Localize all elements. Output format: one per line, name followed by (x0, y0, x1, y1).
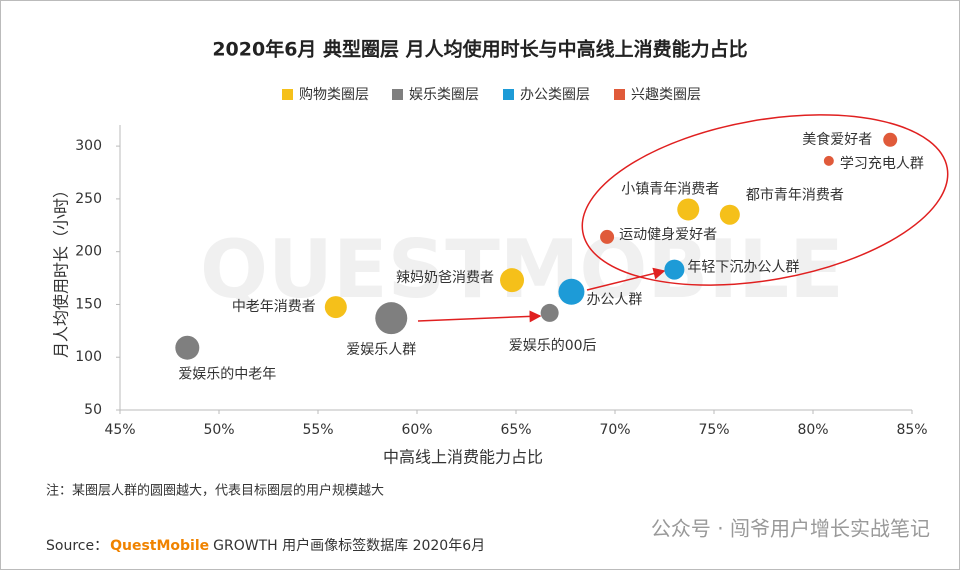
x-tick-label: 80% (797, 422, 828, 438)
highlight-ellipse (581, 114, 949, 286)
x-axis-label: 中高线上消费能力占比 (383, 448, 543, 467)
y-tick-label: 50 (84, 402, 102, 418)
point-label: 爱娱乐的00后 (509, 338, 597, 354)
source-prefix: Source： (46, 538, 108, 554)
note: 注：某圈层人群的圆圈越大，代表目标圈层的用户规模越大 (46, 483, 384, 499)
legend-label: 娱乐类圈层 (409, 87, 479, 103)
point-label: 爱娱乐的中老年 (178, 367, 276, 383)
legend-swatch (392, 89, 403, 100)
x-tick-label: 70% (599, 422, 630, 438)
point-label: 中老年消费者 (232, 299, 316, 315)
bubble (558, 278, 585, 305)
x-tick-label: 50% (203, 422, 234, 438)
y-tick-label: 100 (75, 349, 102, 365)
point-label: 都市青年消费者 (746, 187, 844, 204)
bubble (175, 335, 200, 360)
bubble (500, 268, 525, 293)
legend-label: 购物类圈层 (299, 87, 369, 103)
point-label: 运动健身爱好者 (619, 227, 717, 243)
x-tick-label: 65% (500, 422, 531, 438)
bubble (664, 259, 685, 280)
bubble (540, 303, 559, 322)
bubble (324, 296, 347, 319)
arrow (417, 310, 542, 323)
point-label: 年轻下沉办公人群 (687, 260, 799, 276)
x-tick-label: 75% (698, 422, 729, 438)
x-tick-label: 60% (401, 422, 432, 438)
point-label: 美食爱好者 (802, 131, 872, 148)
point-label: 辣妈奶爸消费者 (396, 270, 494, 286)
arrow (586, 267, 666, 291)
x-tick-label: 85% (896, 422, 927, 438)
bubble (600, 229, 615, 244)
point-label: 爱娱乐人群 (346, 342, 416, 358)
y-tick-label: 250 (75, 191, 102, 207)
y-tick-label: 150 (75, 296, 102, 312)
point-label: 小镇青年消费者 (621, 181, 719, 197)
y-axis-label: 月人均使用时长（小时） (52, 182, 71, 358)
bubble (823, 155, 834, 166)
legend-label: 兴趣类圈层 (631, 87, 701, 103)
bubble (677, 198, 700, 221)
legend-swatch (614, 89, 625, 100)
chart-title: 2020年6月 典型圈层 月人均使用时长与中高线上消费能力占比 (212, 38, 747, 61)
legend-swatch (503, 89, 514, 100)
legend-swatch (282, 89, 293, 100)
bubble (719, 204, 740, 225)
legend-label: 办公类圈层 (520, 87, 590, 103)
point-label: 学习充电人群 (840, 156, 924, 172)
y-tick-label: 200 (75, 244, 102, 260)
source-rest: GROWTH 用户画像标签数据库 2020年6月 (213, 537, 485, 554)
bubble (883, 132, 898, 147)
bubble (375, 302, 408, 335)
x-tick-label: 45% (104, 422, 135, 438)
point-label: 办公人群 (586, 292, 642, 308)
watermark: QUESTMOBILE (200, 223, 844, 316)
source-brand: QuestMobile (110, 538, 209, 554)
x-tick-label: 55% (302, 422, 333, 438)
y-tick-label: 300 (75, 138, 102, 154)
credit: 公众号 · 闯爷用户增长实战笔记 (651, 517, 930, 541)
source: Source： QuestMobile GROWTH 用户画像标签数据库 2020年… (46, 537, 485, 554)
